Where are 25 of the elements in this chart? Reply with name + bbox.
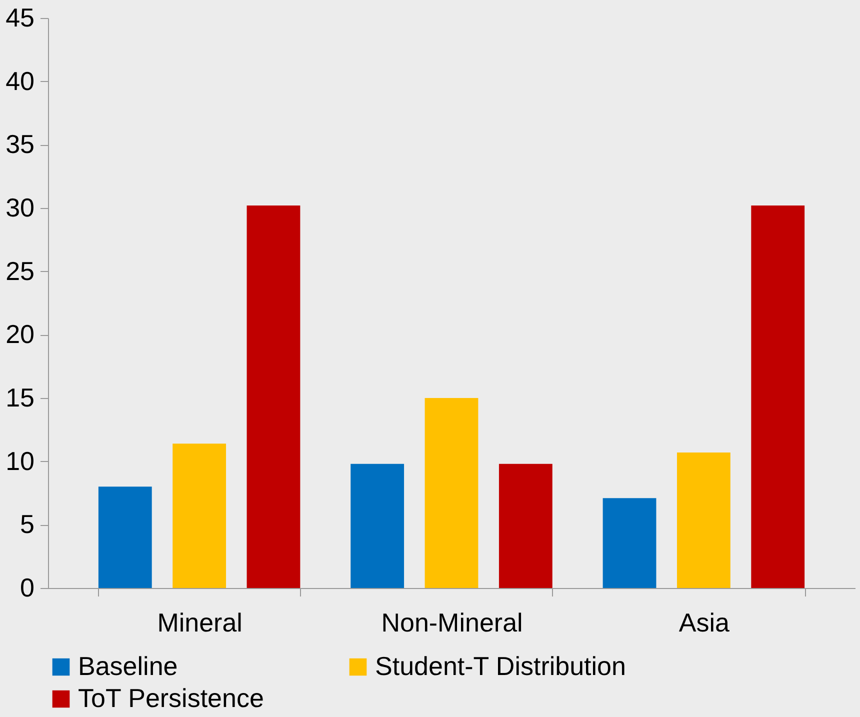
legend-label: ToT Persistence	[78, 683, 264, 713]
bar	[246, 205, 300, 588]
y-tick-label: 40	[6, 66, 34, 96]
y-tick-label: 5	[20, 509, 34, 540]
bar	[498, 464, 552, 588]
legend-label: Student-T Distribution	[375, 651, 626, 681]
y-tick-label: 45	[6, 2, 34, 32]
bar	[350, 464, 404, 588]
bar	[602, 498, 656, 588]
x-tick-label: Non-Mineral	[381, 608, 523, 638]
y-tick-label: 20	[6, 319, 34, 350]
bar	[98, 486, 152, 588]
y-tick-label: 35	[6, 129, 34, 160]
x-tick-label: Asia	[678, 608, 730, 638]
y-tick-label: 10	[6, 446, 34, 476]
y-tick-label: 15	[6, 382, 34, 412]
bar	[751, 205, 805, 588]
bar	[424, 398, 478, 588]
bar	[676, 452, 730, 588]
y-tick-label: 25	[6, 256, 34, 286]
y-tick-label: 0	[20, 572, 34, 602]
y-tick-label: 30	[6, 192, 34, 222]
legend-label: Baseline	[78, 651, 178, 681]
bar	[172, 444, 226, 588]
x-tick-label: Mineral	[157, 608, 242, 638]
